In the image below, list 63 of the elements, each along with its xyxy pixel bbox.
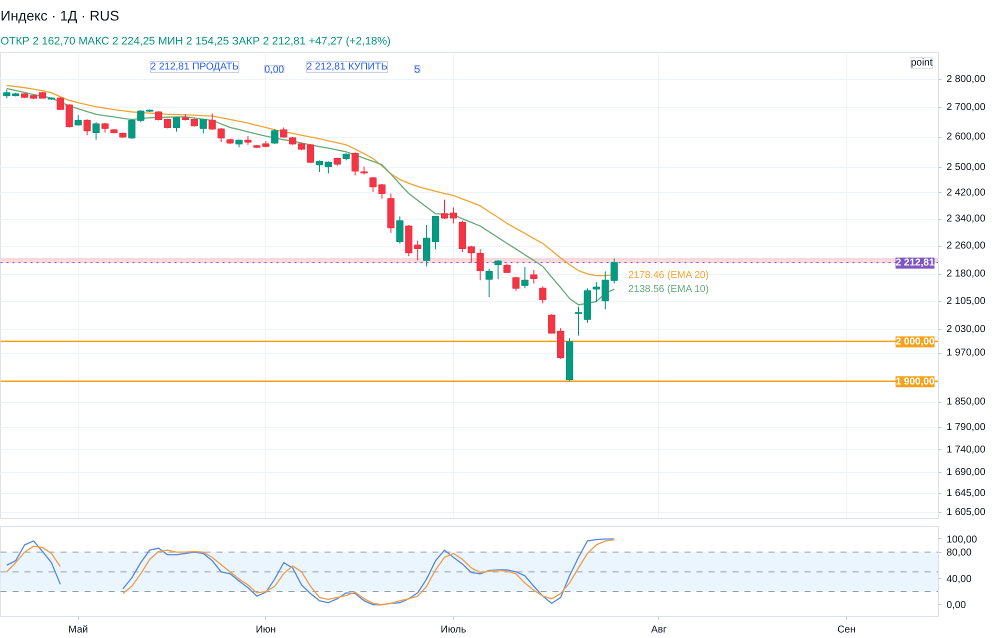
candlestick (352, 152, 359, 176)
candlestick (530, 269, 538, 284)
x-tick-label: Июн (256, 624, 276, 636)
candlestick (512, 276, 520, 292)
y-tick-label: 1 645,00 (946, 488, 986, 499)
y-tick-label: 2 340,00 (946, 214, 986, 225)
y-tick-label: 0,00 (946, 600, 966, 612)
candlestick (440, 199, 448, 220)
y-tick-label: 1 970,00 (946, 348, 986, 359)
y-tick-label: 2 105,00 (946, 296, 986, 307)
y-tick-label: 2 260,00 (946, 240, 986, 252)
y-tick-label: 2 420,00 (946, 187, 986, 198)
candlestick (306, 143, 314, 164)
candlestick (200, 118, 207, 134)
series-label: 2178.46 (EMA 20) (628, 270, 709, 281)
chart-title: Индекс · 1Д · RUS (0, 8, 120, 24)
annotation: 0,00 (264, 64, 284, 76)
x-tick-label: Май (68, 624, 88, 636)
candlestick (172, 116, 180, 132)
series-label: 2138.56 (EMA 10) (628, 284, 709, 296)
annotation: 2 212,81 КУПИТЬ (306, 62, 388, 72)
candlestick (154, 110, 162, 121)
ref-line-label: 2 212,81 (896, 258, 935, 269)
y-tick-label: 2 030,00 (946, 324, 986, 336)
y-tick-label: 1 850,00 (946, 396, 986, 408)
candlestick (539, 286, 546, 304)
candlestick (476, 248, 484, 281)
ref-line-label: 2 000,00 (896, 336, 935, 348)
chart-subtitle: ОТКР 2 162,70 МАКС 2 224,25 МИН 2 154,25 ЗАКР 2 212,81 +47,27 (+2,18%) (0, 36, 391, 48)
ref-line-label: 1 900,00 (896, 376, 935, 388)
y-tick-label: 2 180,00 (946, 268, 986, 280)
candlestick (378, 183, 386, 200)
y-tick-label: 2 800,00 (946, 74, 986, 85)
y-tick-label: 2 600,00 (946, 132, 986, 142)
candlestick (280, 126, 288, 138)
x-tick-label: Июль (440, 624, 466, 636)
candlestick (521, 266, 529, 289)
y-tick-label: 1 605,00 (946, 507, 986, 518)
candlestick (422, 224, 430, 267)
candlestick (396, 216, 404, 244)
y-tick-label: 1 690,00 (946, 466, 986, 478)
y-axis-title: point (910, 58, 933, 68)
y-tick-label: 1 790,00 (946, 422, 986, 434)
candlestick (92, 122, 100, 140)
candlestick (494, 260, 502, 280)
candlestick (84, 118, 91, 136)
candlestick (101, 122, 109, 134)
y-tick-label: 1 740,00 (946, 444, 986, 456)
candlestick (369, 176, 377, 192)
x-tick-label: Авг (651, 624, 668, 636)
y-tick-label: 80,00 (946, 548, 972, 559)
candlestick (164, 118, 172, 129)
candlestick (486, 268, 493, 298)
y-tick-label: 100,00 (946, 534, 978, 546)
y-tick-label: 40,00 (946, 574, 972, 585)
annotation: 2 212,81 ПРОДАТЬ (150, 62, 240, 72)
x-tick-label: Сен (837, 624, 856, 636)
y-tick-label: 2 500,00 (946, 162, 986, 174)
candlestick (450, 206, 458, 224)
candlestick (574, 306, 582, 336)
annotation: 5 (414, 64, 420, 76)
candlestick (271, 128, 278, 144)
y-tick-label: 2 700,00 (946, 102, 986, 114)
